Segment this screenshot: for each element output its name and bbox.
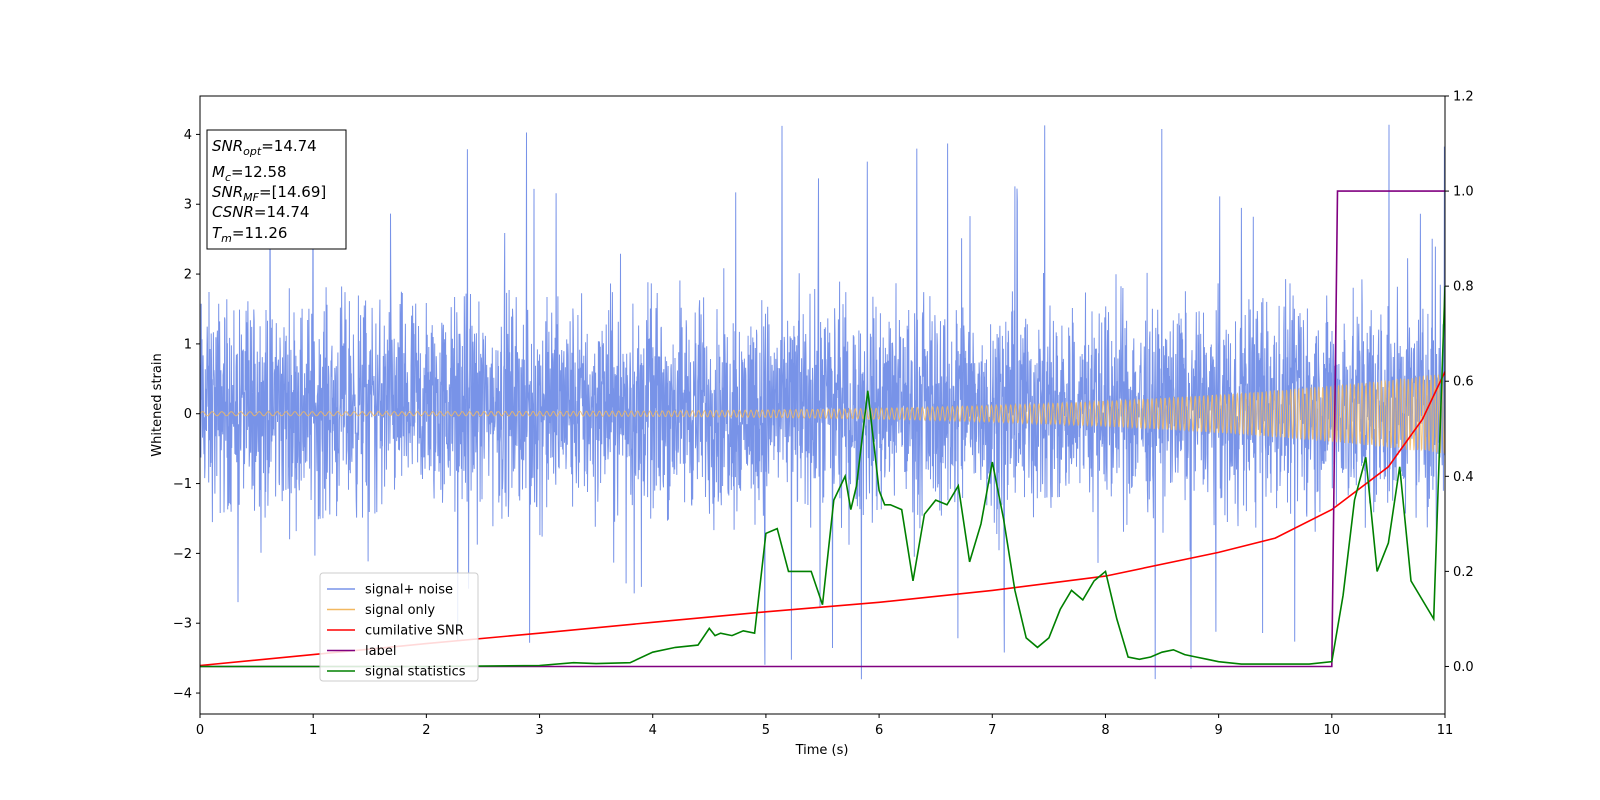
- info-value: =14.74: [261, 137, 317, 155]
- y-axis-right: 0.0 0.2 0.4 0.6 0.8 1.0 1.2: [1445, 90, 1474, 675]
- y2-tick-label: 0.6: [1453, 375, 1474, 390]
- info-subscript: m: [221, 232, 232, 245]
- info-value: =11.26: [232, 224, 288, 242]
- info-subscript: MF: [243, 191, 259, 204]
- legend-label: signal statistics: [365, 665, 466, 680]
- x-tick-label: 9: [1214, 723, 1222, 738]
- x-tick-label: 10: [1324, 723, 1341, 738]
- x-axis-label: Time (s): [795, 743, 849, 758]
- legend-entries: signal+ noise signal only cumilative SNR la…: [327, 583, 466, 680]
- info-value: =14.74: [254, 203, 310, 221]
- x-tick-label: 5: [762, 723, 770, 738]
- plot-frame: [199, 95, 1446, 715]
- x-tick-label: 0: [196, 723, 204, 738]
- series-line-3: [200, 190, 1445, 668]
- y-tick-label: −2: [173, 547, 192, 562]
- y-tick-label: 1: [184, 337, 192, 352]
- legend-frame: [319, 572, 479, 682]
- info-box-line: SNRopt=14.74: [212, 137, 317, 158]
- info-box-line: SNRMF=[14.69]: [212, 183, 326, 204]
- info-symbol: CSNR: [212, 203, 254, 221]
- x-tick-label: 1: [309, 723, 317, 738]
- x-axis: 0 1 2 3 4 5 6 7 8 9 10 11: [196, 714, 1453, 738]
- x-tick-label: 3: [535, 723, 543, 738]
- y2-tick-label: 0.2: [1453, 565, 1474, 580]
- x-tick-label: 2: [422, 723, 430, 738]
- x-tick-label: 8: [1101, 723, 1109, 738]
- info-symbol: SNR: [212, 183, 243, 201]
- legend-label: cumilative SNR: [365, 624, 464, 639]
- info-symbol: T: [212, 224, 223, 242]
- y2-tick-label: 0.4: [1453, 470, 1474, 485]
- info-symbol: SNR: [212, 137, 243, 155]
- x-tick-label: 4: [649, 723, 657, 738]
- y-tick-label: 4: [184, 128, 192, 143]
- info-value: =[14.69]: [259, 183, 326, 201]
- info-box-line: Mc=12.58: [212, 163, 287, 184]
- legend: signal+ noise signal only cumilative SNR la…: [319, 572, 479, 682]
- info-subscript: c: [225, 171, 231, 184]
- y2-tick-label: 1.0: [1453, 185, 1474, 200]
- info-symbol: M: [212, 163, 225, 181]
- series-line-1: [200, 374, 1445, 454]
- y-axis-label: Whitened strain: [150, 353, 165, 456]
- info-box-line: Tm=11.26: [212, 224, 287, 245]
- info-box-line: CSNR=14.74: [212, 203, 309, 221]
- x-tick-label: 7: [988, 723, 996, 738]
- y-tick-label: −4: [173, 687, 192, 702]
- y-tick-label: −3: [173, 617, 192, 632]
- info-box-lines: SNRopt=14.74Mc=12.58SNRMF=[14.69]CSNR=14…: [212, 137, 326, 245]
- legend-label: signal only: [365, 603, 435, 618]
- info-box: SNRopt=14.74Mc=12.58SNRMF=[14.69]CSNR=14…: [206, 129, 347, 250]
- y-tick-label: 0: [184, 407, 192, 422]
- y-tick-label: −1: [173, 477, 192, 492]
- y-tick-label: 3: [184, 198, 192, 213]
- info-box-frame: [206, 129, 347, 250]
- info-value: =12.58: [231, 163, 287, 181]
- info-subscript: opt: [243, 145, 262, 158]
- y-axis-left: −4 −3 −2 −1 0 1 2 3 4: [173, 128, 200, 702]
- y2-tick-label: 0.0: [1453, 660, 1474, 675]
- legend-label: label: [365, 644, 396, 659]
- y2-tick-label: 0.8: [1453, 280, 1474, 295]
- series-line-0: [200, 124, 1445, 680]
- x-tick-label: 6: [875, 723, 883, 738]
- series-line-4: [200, 286, 1445, 668]
- x-tick-label: 11: [1437, 723, 1454, 738]
- legend-label: signal+ noise: [365, 583, 453, 598]
- y-tick-label: 2: [184, 268, 192, 283]
- y2-tick-label: 1.2: [1453, 90, 1474, 105]
